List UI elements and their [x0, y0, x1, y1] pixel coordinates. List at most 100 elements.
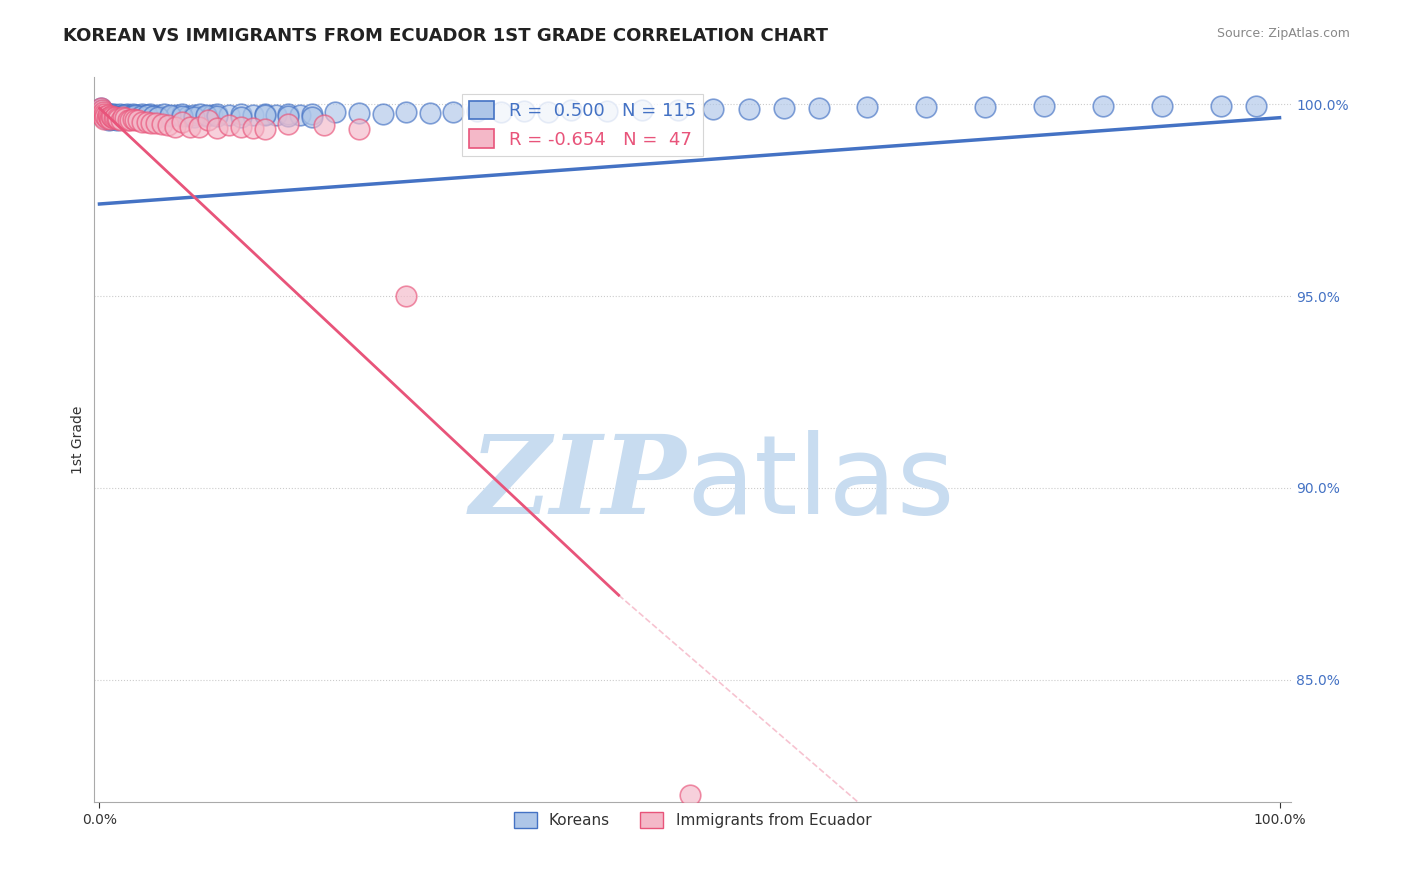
Point: [153, 107, 176, 121]
Point: [537, 105, 560, 120]
Point: [101, 109, 124, 123]
Point: [207, 107, 229, 121]
Point: [325, 105, 347, 120]
Point: [419, 105, 441, 120]
Point: [124, 112, 146, 127]
Point: [112, 110, 135, 124]
Point: [187, 120, 209, 135]
Point: [855, 100, 877, 114]
Point: [98, 110, 121, 124]
Point: [197, 113, 219, 128]
Point: [103, 112, 125, 126]
Point: [94, 108, 117, 122]
Point: [253, 122, 276, 136]
Point: [93, 110, 115, 124]
Point: [107, 110, 129, 124]
Point: [207, 109, 229, 123]
Point: [103, 107, 125, 121]
Y-axis label: 1st Grade: 1st Grade: [72, 406, 86, 474]
Point: [90, 107, 112, 121]
Point: [207, 121, 229, 136]
Point: [124, 108, 146, 122]
Point: [150, 117, 173, 131]
Point: [301, 110, 323, 124]
Point: [100, 109, 122, 123]
Point: [128, 109, 150, 123]
Point: [165, 108, 187, 122]
Point: [90, 103, 112, 117]
Point: [395, 105, 418, 120]
Point: [104, 110, 127, 124]
Point: [188, 107, 211, 121]
Point: [96, 111, 118, 125]
Point: [1209, 99, 1232, 113]
Point: [465, 104, 488, 119]
Point: [120, 109, 142, 123]
Legend: Koreans, Immigrants from Ecuador: Koreans, Immigrants from Ecuador: [508, 806, 877, 835]
Point: [117, 112, 139, 127]
Text: atlas: atlas: [686, 430, 955, 537]
Point: [131, 114, 153, 128]
Point: [118, 108, 141, 122]
Point: [1091, 99, 1114, 113]
Point: [97, 108, 120, 122]
Point: [156, 119, 179, 133]
Point: [301, 107, 323, 121]
Point: [90, 101, 112, 115]
Point: [111, 111, 134, 125]
Point: [97, 111, 120, 125]
Point: [124, 110, 146, 124]
Point: [312, 119, 335, 133]
Point: [347, 105, 370, 120]
Point: [135, 108, 157, 122]
Text: KOREAN VS IMMIGRANTS FROM ECUADOR 1ST GRADE CORRELATION CHART: KOREAN VS IMMIGRANTS FROM ECUADOR 1ST GR…: [63, 27, 828, 45]
Point: [277, 117, 299, 131]
Point: [229, 110, 252, 124]
Point: [93, 107, 115, 121]
Point: [91, 110, 114, 124]
Point: [159, 108, 181, 122]
Point: [135, 114, 157, 128]
Point: [91, 105, 114, 120]
Point: [194, 109, 217, 123]
Point: [105, 111, 128, 125]
Point: [121, 112, 143, 126]
Point: [96, 105, 118, 120]
Point: [218, 119, 240, 133]
Point: [678, 788, 700, 802]
Point: [172, 114, 194, 128]
Point: [229, 120, 252, 135]
Point: [596, 104, 619, 119]
Point: [114, 111, 136, 125]
Point: [808, 101, 831, 115]
Point: [94, 107, 117, 121]
Point: [105, 112, 128, 127]
Point: [100, 112, 122, 126]
Point: [91, 109, 114, 123]
Point: [253, 108, 276, 122]
Point: [127, 108, 149, 122]
Point: [91, 105, 114, 120]
Point: [105, 111, 128, 125]
Point: [194, 108, 217, 122]
Point: [97, 109, 120, 123]
Point: [107, 112, 129, 126]
Point: [148, 110, 170, 124]
Point: [129, 109, 152, 123]
Point: [266, 108, 288, 122]
Point: [112, 108, 135, 122]
Point: [110, 110, 132, 124]
Point: [242, 121, 264, 136]
Point: [104, 108, 127, 122]
Point: [110, 110, 132, 124]
Point: [139, 107, 162, 121]
Point: [103, 111, 125, 125]
Point: [513, 104, 536, 119]
Point: [93, 112, 115, 126]
Point: [395, 289, 418, 303]
Point: [97, 112, 120, 127]
Point: [1150, 99, 1173, 113]
Point: [200, 108, 222, 122]
Point: [97, 108, 120, 122]
Point: [93, 107, 115, 121]
